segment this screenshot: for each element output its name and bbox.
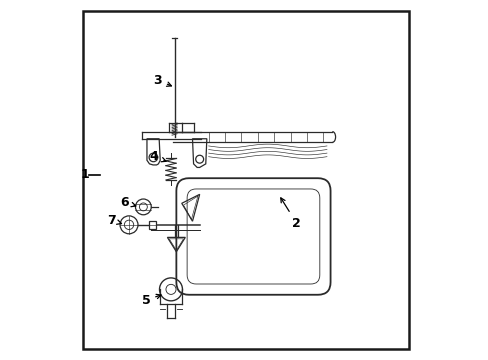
FancyBboxPatch shape — [187, 189, 319, 284]
Text: 1: 1 — [81, 168, 89, 181]
Text: 3: 3 — [153, 74, 171, 87]
Text: 2: 2 — [280, 198, 300, 230]
Text: 5: 5 — [141, 294, 161, 307]
Text: 6: 6 — [120, 196, 136, 209]
FancyBboxPatch shape — [83, 12, 408, 348]
Text: 7: 7 — [106, 214, 122, 227]
FancyBboxPatch shape — [148, 221, 156, 229]
Text: 4: 4 — [149, 150, 165, 163]
FancyBboxPatch shape — [176, 178, 330, 295]
